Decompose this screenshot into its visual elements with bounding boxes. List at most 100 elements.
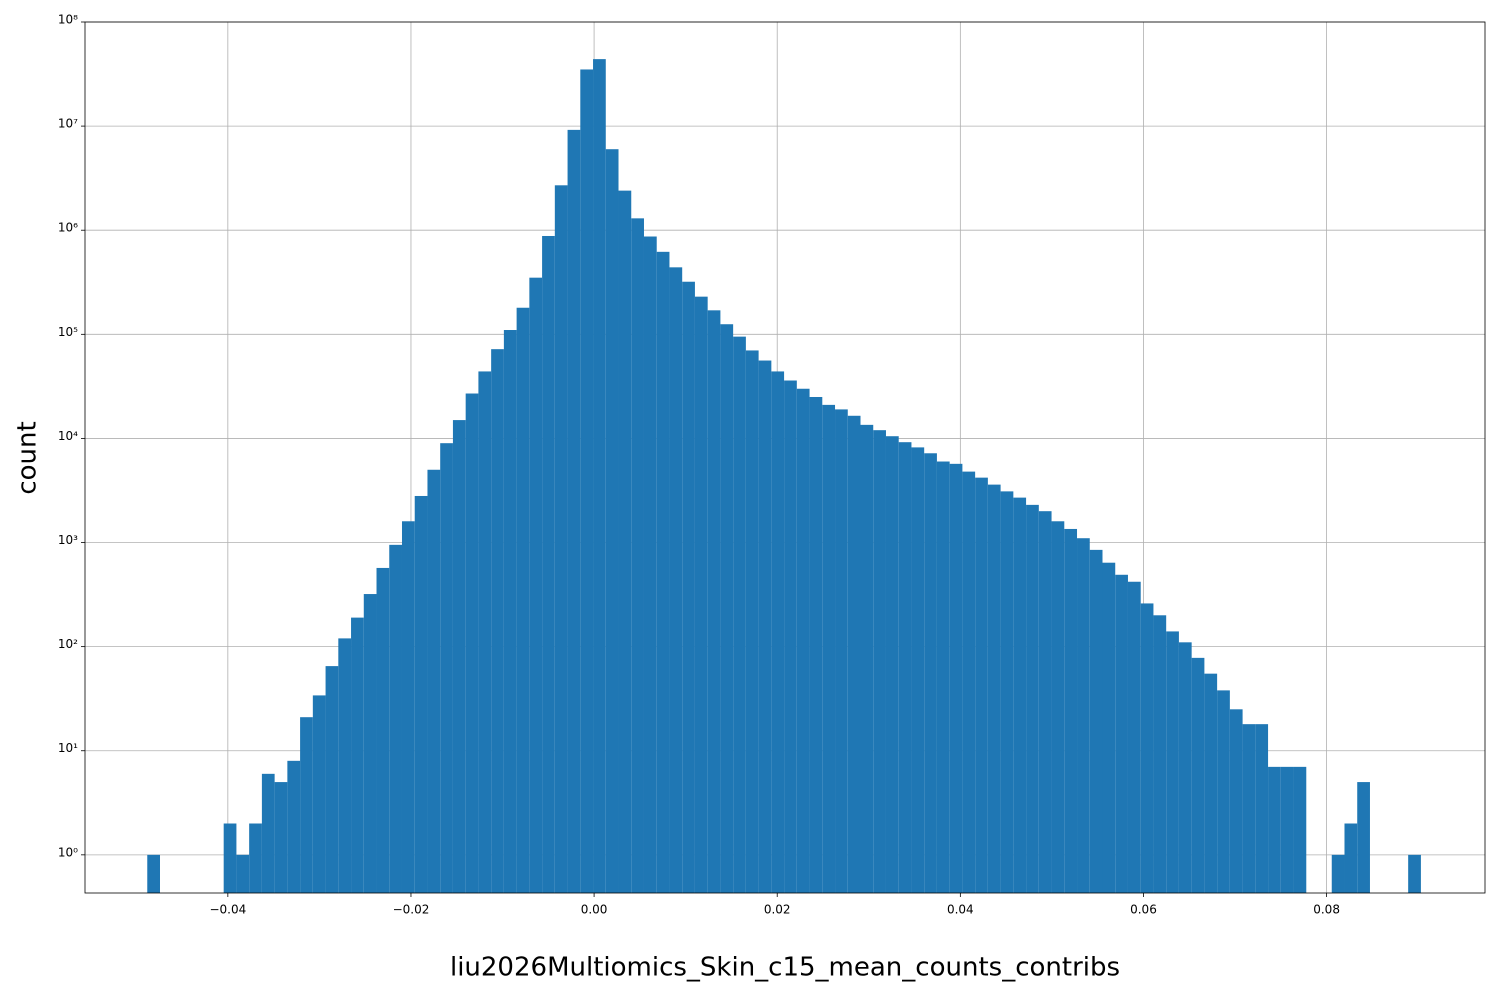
x-tick-label: 0.04 xyxy=(947,903,974,917)
bar xyxy=(529,277,543,894)
bar xyxy=(949,463,963,893)
bar xyxy=(427,469,441,893)
bar xyxy=(1357,782,1370,893)
y-tick-label: 10⁵ xyxy=(58,325,78,339)
bar xyxy=(1344,823,1358,893)
bar xyxy=(516,307,530,893)
x-tick-label: 0.00 xyxy=(581,903,608,917)
bar xyxy=(1166,631,1179,893)
bar xyxy=(1102,562,1116,893)
bar xyxy=(1268,766,1281,893)
bar xyxy=(987,484,1001,893)
bar xyxy=(720,324,734,894)
bar xyxy=(338,638,352,893)
bar xyxy=(465,393,479,893)
bar xyxy=(1038,511,1052,893)
bar xyxy=(351,617,364,893)
bar xyxy=(1204,673,1218,893)
bar xyxy=(669,267,683,893)
x-axis-label: liu2026Multiomics_Skin_c15_mean_counts_c… xyxy=(450,953,1120,983)
bar xyxy=(975,477,988,893)
bar xyxy=(758,360,772,893)
bar xyxy=(567,129,581,894)
bar xyxy=(287,760,301,893)
bar xyxy=(898,442,912,893)
bar xyxy=(860,424,874,893)
bar xyxy=(503,330,517,893)
bar xyxy=(363,594,377,893)
bar xyxy=(1293,766,1307,893)
bar xyxy=(745,350,759,894)
bar xyxy=(249,823,262,893)
bar xyxy=(376,567,390,893)
y-tick-label: 10³ xyxy=(58,533,78,547)
x-tick-label: 0.06 xyxy=(1130,903,1157,917)
bar xyxy=(593,59,606,893)
bar xyxy=(707,310,721,894)
bar xyxy=(733,336,746,893)
bar xyxy=(835,409,848,893)
plot-frame xyxy=(84,21,1486,894)
bar xyxy=(1255,724,1269,893)
y-tick-label: 10⁴ xyxy=(58,429,78,443)
bar xyxy=(1013,497,1027,893)
bar xyxy=(236,854,250,893)
y-tick-label: 10¹ xyxy=(58,741,78,755)
bar xyxy=(924,453,937,893)
bar xyxy=(1064,528,1078,893)
bar xyxy=(478,371,492,893)
x-tick-label: −0.02 xyxy=(393,903,430,917)
bar xyxy=(656,251,670,893)
bar xyxy=(885,436,899,893)
bar xyxy=(771,371,785,893)
bar xyxy=(847,415,861,893)
x-tick-label: 0.08 xyxy=(1313,903,1340,917)
bar xyxy=(1140,603,1154,893)
bar xyxy=(631,218,644,893)
bar xyxy=(911,447,925,893)
bar xyxy=(325,666,339,893)
bar xyxy=(274,782,288,893)
bar xyxy=(261,773,275,893)
bar xyxy=(223,823,237,893)
bar xyxy=(452,420,466,893)
bar xyxy=(1115,574,1128,893)
x-tick-label: −0.04 xyxy=(209,903,246,917)
y-tick-label: 10⁶ xyxy=(58,221,78,235)
bar xyxy=(1242,724,1256,893)
bar xyxy=(936,461,950,893)
bar xyxy=(796,388,810,893)
bar xyxy=(1217,690,1230,893)
bar xyxy=(873,430,886,893)
bar xyxy=(1331,854,1345,893)
bar xyxy=(1280,766,1294,893)
bar xyxy=(1191,657,1205,893)
bar xyxy=(1153,615,1167,893)
y-tick-label: 10⁷ xyxy=(58,117,78,131)
bar xyxy=(1026,504,1039,893)
bar xyxy=(580,69,594,894)
bar xyxy=(618,190,632,893)
bar xyxy=(389,544,402,893)
bar xyxy=(809,396,823,893)
bar xyxy=(1051,521,1065,893)
bar xyxy=(542,235,555,893)
y-tick-label: 10⁸ xyxy=(58,13,78,27)
bar xyxy=(300,717,313,893)
bar xyxy=(1178,642,1192,893)
bar xyxy=(822,404,836,893)
bar xyxy=(401,521,415,893)
x-tick-label: 0.02 xyxy=(764,903,791,917)
bar xyxy=(491,349,504,894)
bar xyxy=(440,443,453,893)
bar xyxy=(605,149,619,893)
bar xyxy=(1000,491,1014,893)
bar xyxy=(682,281,695,893)
bar xyxy=(1408,854,1421,893)
bar xyxy=(147,854,160,893)
y-tick-label: 10⁰ xyxy=(58,845,78,859)
bar xyxy=(312,695,326,893)
bar xyxy=(554,185,568,894)
bar xyxy=(962,471,976,893)
